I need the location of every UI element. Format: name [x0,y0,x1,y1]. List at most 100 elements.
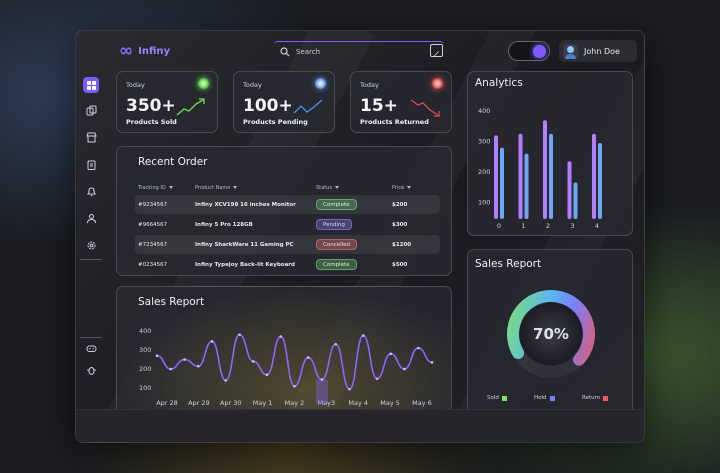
bar [543,120,547,219]
table-row[interactable]: #7234567 Infiny SharkWare 11 Gaming PC C… [135,235,440,254]
bar [500,147,504,219]
x-tick-label: May 4 [348,399,368,407]
sidebar-divider [80,259,102,260]
sidebar-divider [80,337,102,338]
sales-report-title: Sales Report [138,296,205,308]
bell-icon [86,186,96,196]
data-point [169,367,173,371]
legend-item-hold: Hold [534,395,555,401]
bar [549,133,553,219]
sidebar-item-games[interactable] [83,340,99,356]
x-tick-label: May 1 [253,399,273,407]
stat-label: Today [360,81,379,89]
stat-value: 15+ [360,96,398,116]
sales-report-panel: Sales Report 400 300 200 100 Apr 28 Apr 29 Apr… [116,286,452,416]
tracking-id: #7234567 [138,241,168,248]
x-tick-label: May 6 [412,399,432,407]
copy-icon [86,105,96,115]
y-tick-label: 200 [139,365,151,373]
table-row[interactable]: #9664567 Infiny 5 Pro 128GB Pending $300 [135,215,440,234]
series-line [156,333,433,390]
product-name: Infiny Typejoy Back-lit Keyboard [195,261,295,268]
data-point [183,358,186,361]
data-point [403,367,406,371]
trend-mixed-icon [293,99,323,114]
data-point [265,373,269,377]
stat-card-pending[interactable]: Today 100+ Products Pending [233,71,335,133]
trend-up-icon [176,98,205,116]
data-point [196,364,200,368]
status-badge: Complete [316,199,357,210]
price: $200 [392,201,408,208]
status-dot-icon [198,78,209,89]
bar [524,153,529,219]
recent-order-title: Recent Order [138,156,208,168]
y-tick-label: 100 [478,198,490,206]
x-tick-label: Apr 28 [156,399,178,407]
settings-icon [87,241,95,249]
analytics-title: Analytics [475,77,523,89]
sidebar-item-debug[interactable] [83,362,99,378]
legend-label: Return [582,395,601,401]
y-tick-label: 400 [478,107,490,115]
app-name: Infiny [138,46,171,57]
analytics-panel: Analytics 400 300 200 100 0 1 2 3 4 [467,71,633,236]
price: $1200 [392,241,412,248]
search-bar[interactable] [274,41,444,61]
data-point [279,335,283,338]
highlight-bar [316,379,328,404]
sidebar-item-copy[interactable] [83,102,99,118]
data-point [293,384,296,388]
y-tick-label: 300 [478,138,490,146]
y-tick-label: 100 [139,384,151,392]
column-header-price[interactable]: Price [392,185,440,191]
device-bezel-bottom [76,409,644,442]
analytics-bar-chart[interactable]: 400 300 200 100 0 1 2 3 4 [468,72,634,237]
donut-arc [507,290,595,378]
stat-card-sold[interactable]: Today 350+ Products Sold [116,71,218,133]
theme-toggle[interactable] [508,41,550,61]
search-icon [280,46,290,56]
sidebar-item-orders[interactable] [83,156,99,172]
caret-down-icon [233,186,238,189]
sidebar-item-store[interactable] [83,129,99,145]
user-icon [86,213,96,223]
product-name: Infiny XCV198 16 inches Monitor [195,201,296,208]
stat-description: Products Sold [126,118,177,126]
sidebar-item-dashboard[interactable] [83,77,99,93]
column-header-tracking[interactable]: Tracking ID [135,185,195,191]
data-point [224,379,228,382]
stat-value: 350+ [126,96,176,116]
column-header-status[interactable]: Status [316,185,392,191]
data-point [430,361,434,364]
search-input[interactable] [296,47,416,56]
x-tick-label: 3 [570,222,574,230]
recent-order-panel: Recent Order Tracking ID Product Name St… [116,146,452,276]
tracking-id: #0234567 [138,261,168,268]
sidebar-item-users[interactable] [83,210,99,226]
avatar [563,43,578,59]
stat-card-returned[interactable]: Today 15+ Products Returned [350,71,452,133]
sales-report-donut-panel: Sales Report 70% [467,249,633,416]
donut-center [520,303,582,365]
sales-donut-chart[interactable]: 70% [468,250,634,417]
order-table: Tracking ID Product Name Status Price #9… [135,182,440,274]
bar [573,182,578,219]
user-menu[interactable]: John Doe [559,40,637,62]
y-tick-label: 200 [478,168,490,176]
status-badge: Concelled [316,239,358,250]
table-row[interactable]: #0234567 Infiny Typejoy Back-lit Keyboar… [135,255,440,274]
sidebar-item-notifications[interactable] [83,183,99,199]
sidebar-item-settings[interactable] [83,237,99,253]
data-point [416,346,420,350]
edit-button[interactable] [430,44,443,57]
bar [598,143,602,219]
legend-swatch [549,395,555,401]
y-tick-label: 400 [139,327,151,335]
app-logo[interactable]: ∞ Infiny [119,43,170,60]
sales-line-chart[interactable]: 400 300 200 100 Apr 28 Apr 29 Apr 30 May 1 May 2… [117,287,453,417]
x-tick-label: 2 [546,222,550,230]
column-header-product[interactable]: Product Name [195,185,316,191]
table-row[interactable]: #9234567 Infiny XCV198 16 inches Monitor… [135,195,440,214]
data-point [361,334,365,337]
